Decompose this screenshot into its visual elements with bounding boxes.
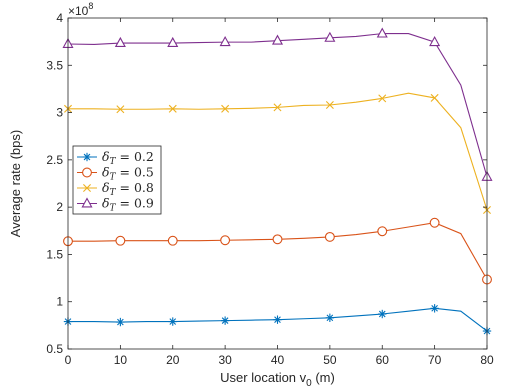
y-tick-label: 0.5 [46, 342, 63, 356]
series-1-point [168, 317, 177, 326]
legend-label: δT = 0.9 [102, 196, 154, 214]
x-tick-label: 0 [65, 353, 72, 367]
y-tick-label: 2 [56, 200, 63, 214]
series-3-point [116, 105, 125, 114]
x-tick-label: 40 [271, 353, 285, 367]
series-4-point [219, 35, 231, 47]
series-2-point [167, 235, 178, 246]
legend-marker [82, 167, 92, 178]
legend-entry-1: δT = 0.2 [77, 149, 154, 167]
legend-marker [83, 184, 91, 192]
x-axis-label: User location v0 (m) [220, 370, 335, 389]
legend-entry-2: δT = 0.5 [77, 165, 154, 183]
x-tick-label: 10 [114, 353, 128, 367]
y-axis-label: Average rate (bps) [8, 130, 23, 237]
series-3-point [378, 94, 387, 103]
legend-marker [81, 197, 93, 208]
series-1-point [116, 317, 125, 327]
series-3-point [168, 104, 177, 113]
y-tick-label: 4 [56, 11, 63, 25]
x-tick-label: 70 [428, 353, 442, 367]
legend-marker [82, 152, 92, 162]
series-2-point [377, 226, 388, 237]
series-4-point [271, 34, 284, 45]
series-4 [62, 27, 493, 181]
series-3-point [273, 103, 282, 112]
axes [67, 17, 488, 350]
series-1-point [430, 304, 439, 313]
series-2-point [324, 231, 335, 242]
series-4-point [376, 27, 388, 38]
series-1-point [378, 309, 387, 319]
series-3-point [325, 101, 334, 109]
series-layer [62, 27, 493, 336]
series-1-point [273, 315, 282, 324]
series-4-point [324, 31, 336, 42]
y-tick-label: 3.5 [46, 58, 63, 72]
y-tick-label: 1 [56, 295, 63, 309]
series-3-point [430, 93, 439, 102]
legend-entry-4: δT = 0.9 [77, 196, 154, 214]
legend-entry-3: δT = 0.8 [77, 180, 154, 198]
x-tick-label: 80 [480, 353, 494, 367]
legend: δT = 0.2δT = 0.5δT = 0.8δT = 0.9 [72, 145, 162, 215]
x-tick-label: 30 [218, 353, 232, 367]
series-3 [64, 92, 491, 214]
legend-label: δT = 0.2 [102, 149, 154, 167]
series-1-point [220, 316, 230, 325]
x-tick-label: 20 [166, 353, 180, 367]
tick-labels: 0 10 20 30 40 50 60 70 80 0.5 1 1.5 2 2.5 3 3.5 4 [46, 11, 494, 367]
y-tick-label: 2.5 [46, 153, 63, 167]
series-4-point [167, 36, 179, 48]
legend-label: δT = 0.8 [102, 180, 154, 198]
series-2-point [429, 217, 440, 228]
x-tick-label: 50 [323, 353, 337, 367]
y-tick-label: 3 [56, 106, 63, 120]
series-1-point [325, 313, 335, 322]
series-4-point [114, 36, 126, 48]
x-tick-label: 60 [376, 353, 390, 367]
y-tick-label: 1.5 [46, 247, 63, 261]
y-axis-exponent: ×108 [68, 1, 93, 18]
legend-label: δT = 0.5 [102, 165, 154, 183]
series-2-point [115, 235, 126, 246]
series-3-point [221, 104, 230, 113]
series-2-point [272, 234, 283, 245]
series-2-point [220, 235, 231, 246]
series-4-point [429, 35, 441, 47]
